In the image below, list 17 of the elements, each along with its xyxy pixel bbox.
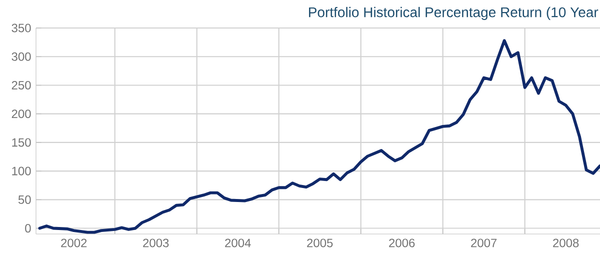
y-tick-label: 350 [12, 24, 31, 32]
y-tick-label: 100 [12, 166, 31, 176]
x-tick-label: 2008 [553, 238, 579, 248]
y-tick-label: 0 [25, 224, 31, 233]
y-tick-label: 50 [18, 195, 31, 204]
y-tick-label: 250 [12, 80, 31, 90]
y-tick-label: 150 [12, 138, 31, 147]
x-tick-label: 2006 [389, 238, 415, 248]
x-tick-label: 2004 [225, 238, 251, 248]
chart-title: Portfolio Historical Percentage Return (10 Year [309, 6, 598, 20]
x-tick-label: 2002 [61, 238, 87, 248]
y-tick-label: 200 [12, 110, 31, 118]
x-tick-label: 2007 [471, 238, 497, 248]
x-tick-label: 2003 [143, 238, 169, 248]
x-tick-label: 2005 [307, 238, 333, 248]
line-series [38, 39, 600, 234]
y-tick-label: 300 [12, 52, 31, 61]
